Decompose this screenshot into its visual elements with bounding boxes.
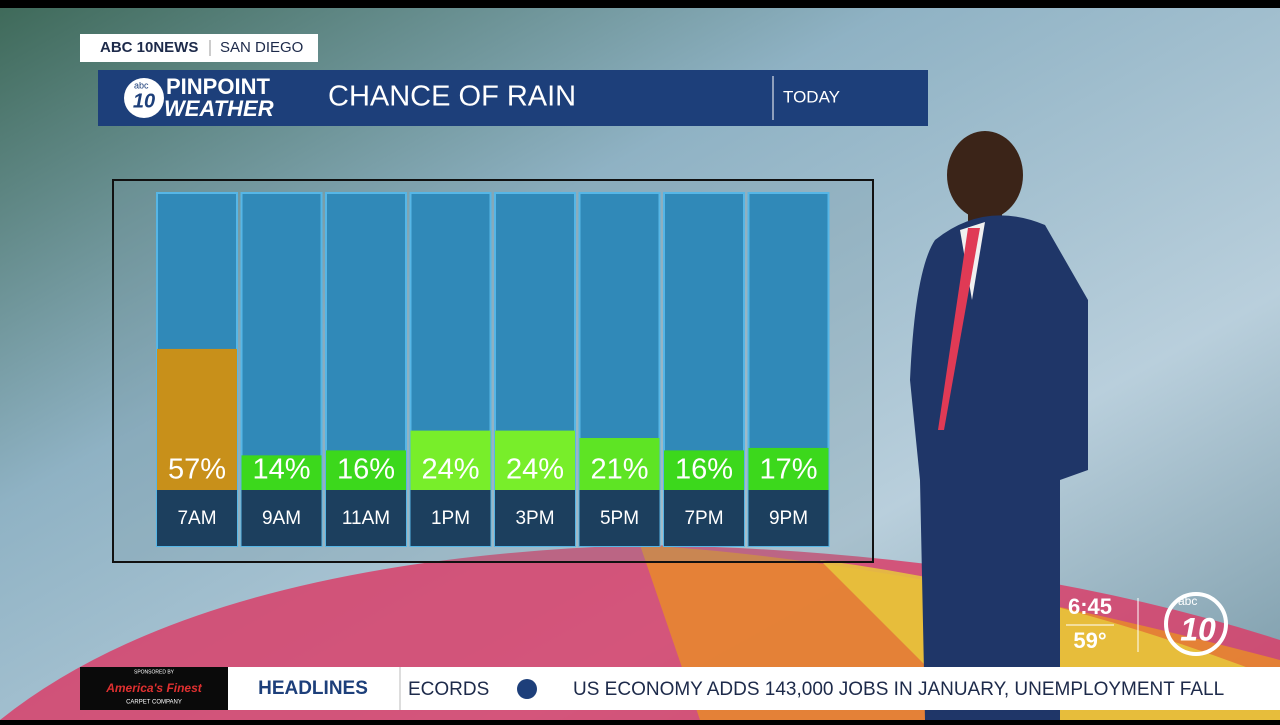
period: TODAY: [783, 87, 840, 106]
plot: 57% 7AM 14% 9AM 16% 11AM 24% 1PM 24% 3PM 21% 5PM 16%…: [156, 192, 830, 547]
x-tick-label: 11AM: [342, 508, 390, 529]
x-tick-label: 9AM: [262, 508, 301, 529]
chart-title: CHANCE OF RAIN: [328, 81, 576, 113]
city: SAN DIEGO: [220, 39, 303, 56]
bug-abc: abc: [1178, 594, 1197, 608]
logo-circle: [124, 78, 164, 118]
value-label: 57%: [168, 454, 226, 486]
value-label: 17%: [759, 454, 817, 486]
sponsor-box: [80, 667, 228, 710]
bar: [241, 455, 322, 490]
value-label: 21%: [590, 454, 648, 486]
value-label: 24%: [506, 454, 564, 486]
category-box: [495, 490, 575, 546]
ticker-headline: US ECONOMY ADDS 143,000 JOBS IN JANUARY,…: [573, 679, 1224, 700]
x-tick-label: 7PM: [684, 508, 723, 529]
bar: [326, 450, 406, 490]
bar: [410, 430, 491, 490]
category-box: [579, 490, 660, 546]
ticker-logo: [517, 679, 537, 699]
x-tick-label: 9PM: [769, 508, 808, 529]
chart-frame: [112, 179, 874, 563]
category-box: [157, 490, 237, 546]
category-box: [410, 490, 491, 546]
x-tick-label: 7AM: [177, 508, 216, 529]
x-tick-label: 3PM: [515, 508, 554, 529]
station-label: [80, 34, 318, 62]
category-box: [748, 490, 829, 546]
value-label: 16%: [337, 454, 395, 486]
value-label: 14%: [252, 454, 310, 486]
header-bar: [98, 70, 928, 126]
value-label: 16%: [675, 454, 733, 486]
sponsor-sub: CARPET COMPANY: [126, 700, 182, 706]
x-tick-label: 1PM: [431, 508, 470, 529]
category-box: [664, 490, 744, 546]
bug-logo: [1164, 592, 1228, 656]
ticker: [80, 667, 1280, 710]
value-label: 24%: [421, 454, 479, 486]
logo-num: 10: [133, 90, 155, 112]
bug-num: 10: [1180, 611, 1216, 647]
sponsor-name: America's Finest: [105, 681, 203, 695]
sponsor-label: SPONSORED BY: [134, 669, 175, 675]
ticker-prev: ECORDS: [408, 679, 489, 700]
ticker-section: HEADLINES: [258, 678, 368, 699]
logo-bottom: WEATHER: [164, 96, 274, 121]
time: 6:45: [1068, 594, 1112, 619]
logo-abc: abc: [134, 80, 149, 90]
category-box: [241, 490, 322, 546]
presenter: [910, 131, 1088, 720]
bar: [664, 450, 744, 490]
bar: [748, 447, 829, 490]
bar: [157, 348, 237, 490]
logo-top: PINPOINT: [166, 74, 270, 99]
station-name: ABC 10NEWS: [100, 39, 198, 56]
bar: [495, 430, 575, 490]
bar: [579, 438, 660, 490]
category-box: [326, 490, 406, 546]
temperature: 59°: [1073, 628, 1106, 653]
x-tick-label: 5PM: [600, 508, 639, 529]
